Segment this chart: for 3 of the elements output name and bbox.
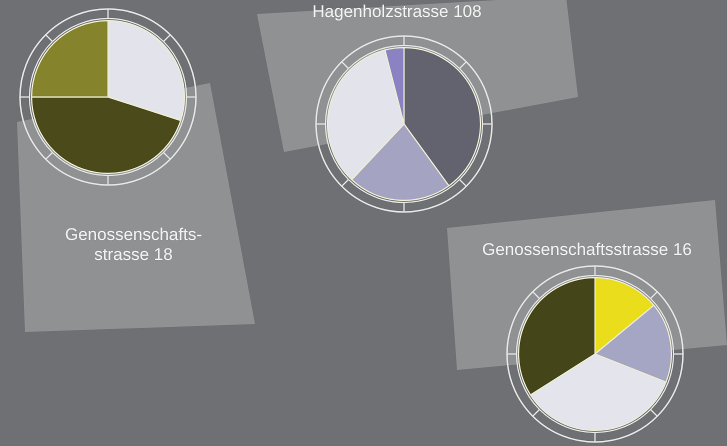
chart-title: Genossenschaftsstrasse 16 bbox=[481, 240, 693, 260]
chart-title: Hagenholzstrasse 108 bbox=[311, 2, 483, 22]
text: Genossenschafts- strasse 18 bbox=[64, 224, 203, 264]
